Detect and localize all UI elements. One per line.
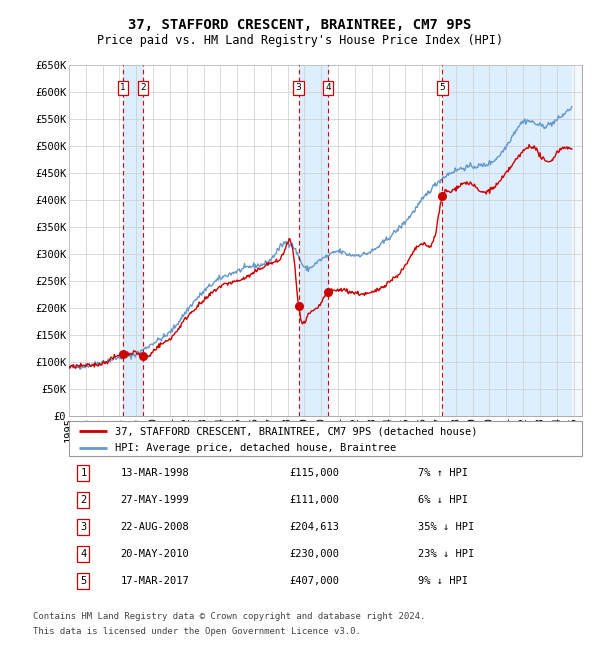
Text: 13-MAR-1998: 13-MAR-1998 [121, 468, 189, 478]
Text: 22-AUG-2008: 22-AUG-2008 [121, 522, 189, 532]
Text: Contains HM Land Registry data © Crown copyright and database right 2024.: Contains HM Land Registry data © Crown c… [33, 612, 425, 621]
Text: £230,000: £230,000 [290, 549, 340, 559]
Text: Price paid vs. HM Land Registry's House Price Index (HPI): Price paid vs. HM Land Registry's House … [97, 34, 503, 47]
Text: 1: 1 [80, 468, 86, 478]
Text: 23% ↓ HPI: 23% ↓ HPI [418, 549, 474, 559]
Text: 3: 3 [296, 83, 301, 92]
Text: 17-MAR-2017: 17-MAR-2017 [121, 577, 189, 586]
Text: 2: 2 [140, 83, 146, 92]
Text: 7% ↑ HPI: 7% ↑ HPI [418, 468, 468, 478]
FancyBboxPatch shape [69, 421, 582, 456]
Bar [572, 65, 582, 416]
Text: £111,000: £111,000 [290, 495, 340, 505]
Text: 37, STAFFORD CRESCENT, BRAINTREE, CM7 9PS (detached house): 37, STAFFORD CRESCENT, BRAINTREE, CM7 9P… [115, 426, 478, 436]
Bar [572, 65, 582, 416]
Text: 4: 4 [325, 83, 331, 92]
Text: HPI: Average price, detached house, Braintree: HPI: Average price, detached house, Brai… [115, 443, 397, 452]
Bar [123, 65, 143, 416]
Text: £407,000: £407,000 [290, 577, 340, 586]
Text: 2: 2 [80, 495, 86, 505]
Bar [299, 65, 328, 416]
Text: This data is licensed under the Open Government Licence v3.0.: This data is licensed under the Open Gov… [33, 627, 361, 636]
Bar [442, 65, 582, 416]
Text: 27-MAY-1999: 27-MAY-1999 [121, 495, 189, 505]
Text: 1: 1 [120, 83, 125, 92]
Text: £204,613: £204,613 [290, 522, 340, 532]
Text: 5: 5 [440, 83, 445, 92]
Text: 6% ↓ HPI: 6% ↓ HPI [418, 495, 468, 505]
Text: 35% ↓ HPI: 35% ↓ HPI [418, 522, 474, 532]
Text: 37, STAFFORD CRESCENT, BRAINTREE, CM7 9PS: 37, STAFFORD CRESCENT, BRAINTREE, CM7 9P… [128, 18, 472, 32]
Text: 3: 3 [80, 522, 86, 532]
Text: 4: 4 [80, 549, 86, 559]
Text: £115,000: £115,000 [290, 468, 340, 478]
Text: 5: 5 [80, 577, 86, 586]
Text: 9% ↓ HPI: 9% ↓ HPI [418, 577, 468, 586]
Text: 20-MAY-2010: 20-MAY-2010 [121, 549, 189, 559]
